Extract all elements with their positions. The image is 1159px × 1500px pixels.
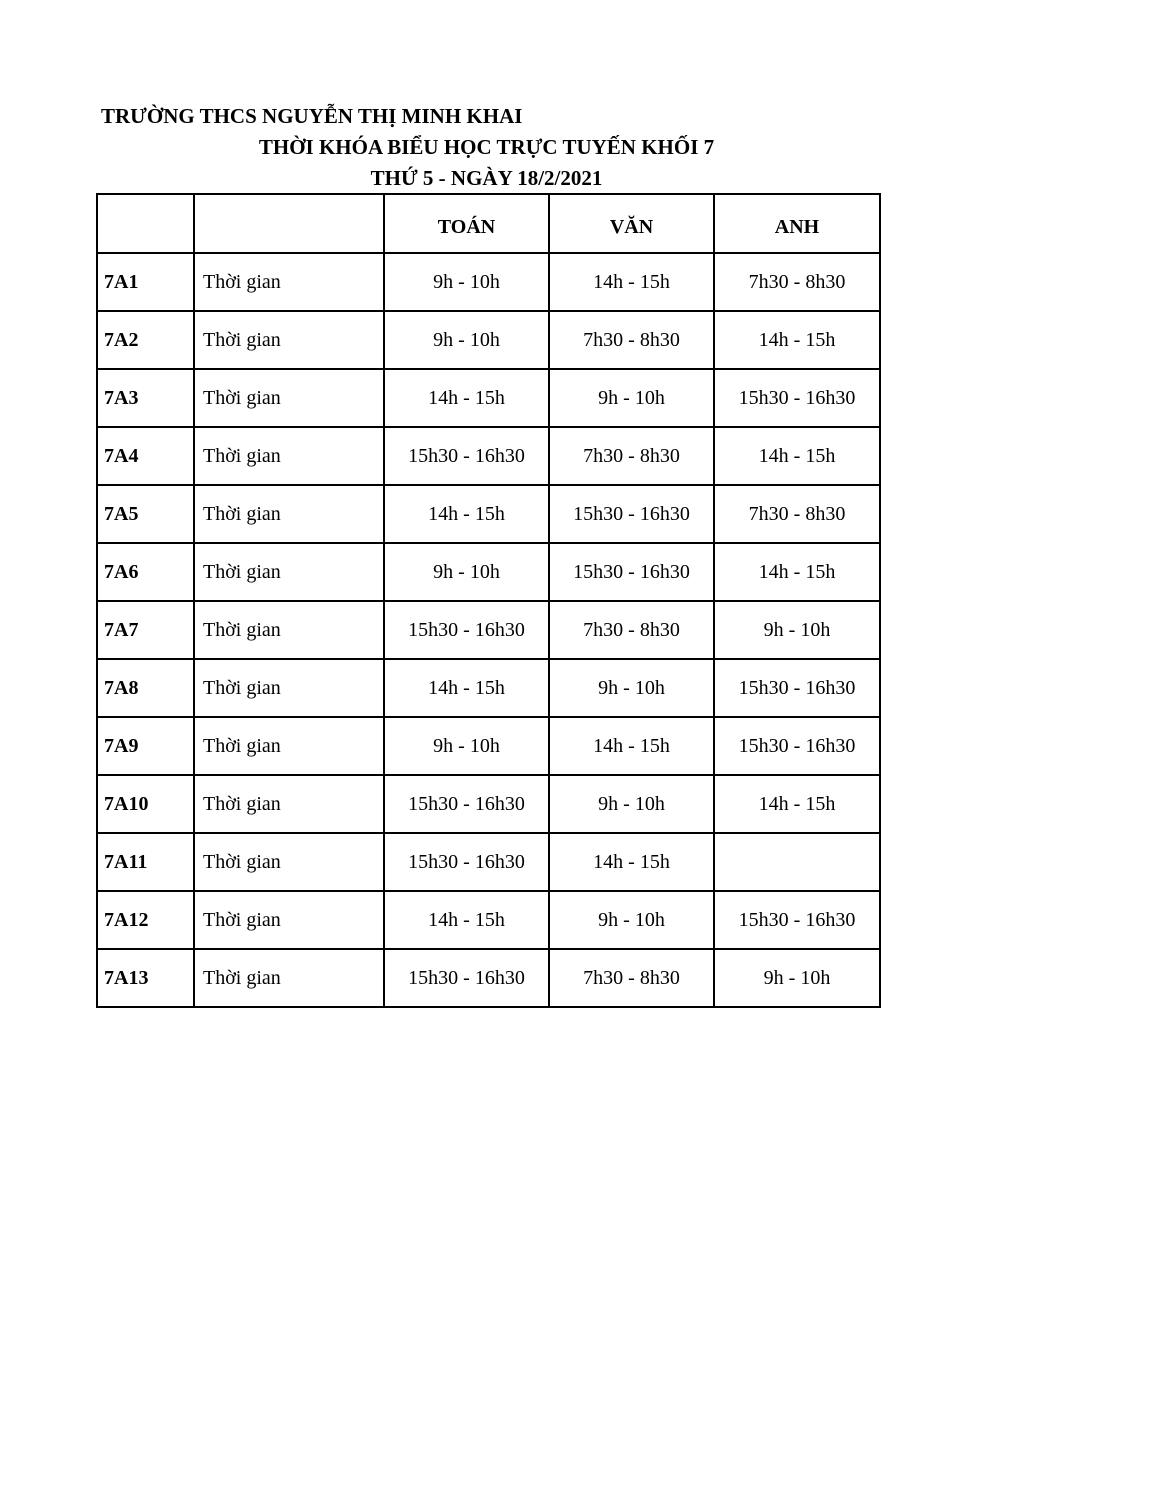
van-time: 7h30 - 8h30 [548, 310, 715, 370]
anh-time: 7h30 - 8h30 [713, 484, 881, 544]
anh-time: 14h - 15h [713, 774, 881, 834]
toan-time: 15h30 - 16h30 [383, 426, 550, 486]
table-row: 7A8 Thời gian 14h - 15h 9h - 10h 15h30 -… [96, 658, 881, 718]
time-label: Thời gian [193, 368, 385, 428]
class-label: 7A2 [96, 310, 195, 370]
header-empty-class-col [96, 193, 195, 254]
van-time: 9h - 10h [548, 774, 715, 834]
header-row: TOÁN VĂN ANH [96, 193, 881, 254]
class-label: 7A6 [96, 542, 195, 602]
anh-time: 15h30 - 16h30 [713, 368, 881, 428]
school-name: TRƯỜNG THCS NGUYỄN THỊ MINH KHAI [101, 104, 523, 128]
van-time: 7h30 - 8h30 [548, 426, 715, 486]
anh-time: 14h - 15h [713, 426, 881, 486]
time-label: Thời gian [193, 426, 385, 486]
van-time: 14h - 15h [548, 252, 715, 312]
class-label: 7A11 [96, 832, 195, 892]
toan-time: 15h30 - 16h30 [383, 600, 550, 660]
van-time: 9h - 10h [548, 658, 715, 718]
header-subject-toan: TOÁN [383, 193, 550, 254]
toan-time: 14h - 15h [383, 484, 550, 544]
anh-time: 14h - 15h [713, 310, 881, 370]
header-empty-time-col [193, 193, 385, 254]
van-time: 14h - 15h [548, 832, 715, 892]
anh-time: 7h30 - 8h30 [713, 252, 881, 312]
time-label: Thời gian [193, 600, 385, 660]
van-time: 15h30 - 16h30 [548, 542, 715, 602]
van-time: 14h - 15h [548, 716, 715, 776]
class-label: 7A1 [96, 252, 195, 312]
class-label: 7A7 [96, 600, 195, 660]
anh-time: 15h30 - 16h30 [713, 716, 881, 776]
time-label: Thời gian [193, 658, 385, 718]
van-time: 9h - 10h [548, 890, 715, 950]
anh-time: 14h - 15h [713, 542, 881, 602]
anh-time: 9h - 10h [713, 948, 881, 1008]
table-row: 7A4 Thời gian 15h30 - 16h30 7h30 - 8h30 … [96, 426, 881, 486]
table-row: 7A7 Thời gian 15h30 - 16h30 7h30 - 8h30 … [96, 600, 881, 660]
class-label: 7A13 [96, 948, 195, 1008]
time-label: Thời gian [193, 716, 385, 776]
toan-time: 9h - 10h [383, 252, 550, 312]
toan-time: 14h - 15h [383, 658, 550, 718]
toan-time: 15h30 - 16h30 [383, 832, 550, 892]
toan-time: 15h30 - 16h30 [383, 774, 550, 834]
time-label: Thời gian [193, 252, 385, 312]
header-subject-van: VĂN [548, 193, 715, 254]
timetable-table: TOÁN VĂN ANH 7A1 Thời gian 9h - 10h 14h … [96, 193, 881, 1008]
table-row: 7A10 Thời gian 15h30 - 16h30 9h - 10h 14… [96, 774, 881, 834]
anh-time [713, 832, 881, 892]
van-time: 7h30 - 8h30 [548, 600, 715, 660]
class-label: 7A12 [96, 890, 195, 950]
class-label: 7A5 [96, 484, 195, 544]
time-label: Thời gian [193, 310, 385, 370]
class-label: 7A9 [96, 716, 195, 776]
table-row: 7A6 Thời gian 9h - 10h 15h30 - 16h30 14h… [96, 542, 881, 602]
table-row: 7A9 Thời gian 9h - 10h 14h - 15h 15h30 -… [96, 716, 881, 776]
header-subject-anh: ANH [713, 193, 881, 254]
toan-time: 14h - 15h [383, 890, 550, 950]
time-label: Thời gian [193, 890, 385, 950]
toan-time: 9h - 10h [383, 542, 550, 602]
table-row: 7A12 Thời gian 14h - 15h 9h - 10h 15h30 … [96, 890, 881, 950]
anh-time: 9h - 10h [713, 600, 881, 660]
table-row: 7A11 Thời gian 15h30 - 16h30 14h - 15h [96, 832, 881, 892]
van-time: 9h - 10h [548, 368, 715, 428]
table-row: 7A1 Thời gian 9h - 10h 14h - 15h 7h30 - … [96, 252, 881, 312]
table-row: 7A13 Thời gian 15h30 - 16h30 7h30 - 8h30… [96, 948, 881, 1008]
time-label: Thời gian [193, 542, 385, 602]
toan-time: 15h30 - 16h30 [383, 948, 550, 1008]
class-label: 7A10 [96, 774, 195, 834]
van-time: 15h30 - 16h30 [548, 484, 715, 544]
toan-time: 9h - 10h [383, 310, 550, 370]
time-label: Thời gian [193, 484, 385, 544]
table-row: 7A2 Thời gian 9h - 10h 7h30 - 8h30 14h -… [96, 310, 881, 370]
anh-time: 15h30 - 16h30 [713, 658, 881, 718]
title-block: TRƯỜNG THCS NGUYỄN THỊ MINH KHAI THỜI KH… [96, 101, 877, 194]
table-row: 7A5 Thời gian 14h - 15h 15h30 - 16h30 7h… [96, 484, 881, 544]
van-time: 7h30 - 8h30 [548, 948, 715, 1008]
time-label: Thời gian [193, 832, 385, 892]
class-label: 7A8 [96, 658, 195, 718]
toan-time: 9h - 10h [383, 716, 550, 776]
class-label: 7A4 [96, 426, 195, 486]
table-row: 7A3 Thời gian 14h - 15h 9h - 10h 15h30 -… [96, 368, 881, 428]
anh-time: 15h30 - 16h30 [713, 890, 881, 950]
timetable-title: THỜI KHÓA BIỂU HỌC TRỰC TUYẾN KHỐI 7 [258, 135, 715, 159]
toan-time: 14h - 15h [383, 368, 550, 428]
time-label: Thời gian [193, 774, 385, 834]
class-label: 7A3 [96, 368, 195, 428]
date-line: THỨ 5 - NGÀY 18/2/2021 [370, 166, 603, 190]
time-label: Thời gian [193, 948, 385, 1008]
